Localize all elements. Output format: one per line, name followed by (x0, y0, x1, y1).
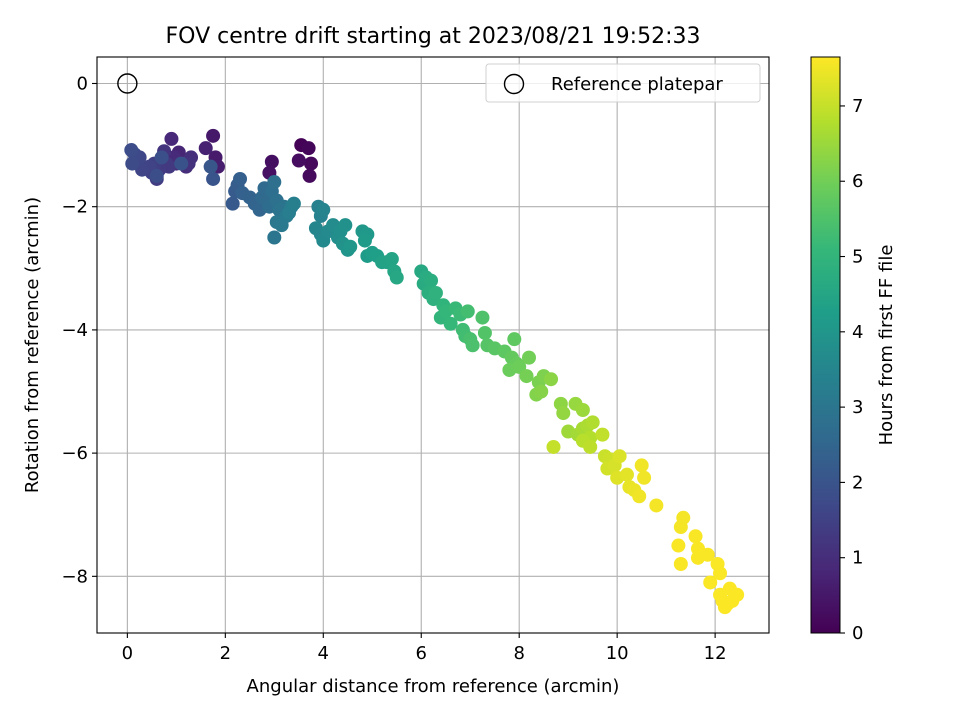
x-axis-label: Angular distance from reference (arcmin) (247, 676, 620, 697)
y-tick-label: −8 (61, 566, 88, 587)
scatter-point (477, 325, 492, 340)
scatter-point (198, 141, 213, 156)
scatter-point (301, 141, 316, 156)
scatter-point (384, 252, 399, 267)
x-tick-label: 10 (606, 643, 629, 664)
scatter-point (556, 406, 571, 421)
scatter-point (688, 529, 703, 544)
scatter-point (671, 538, 686, 553)
scatter-point (465, 338, 480, 353)
colorbar-tick-label: 5 (852, 247, 863, 268)
scatter-point (507, 332, 522, 347)
scatter-point (267, 175, 282, 190)
scatter-point (291, 153, 306, 168)
scatter-point (673, 557, 688, 572)
x-tick-label: 0 (122, 643, 133, 664)
scatter-point (267, 230, 282, 245)
scatter-point (164, 131, 179, 146)
y-tick-label: 0 (77, 73, 88, 94)
scatter-point (475, 310, 490, 325)
scatter-point (703, 575, 718, 590)
y-tick-label: −6 (61, 443, 88, 464)
colorbar-tick-label: 4 (852, 322, 863, 343)
scatter-points (124, 128, 745, 615)
scatter-point (619, 467, 634, 482)
x-axis-ticks: 0 2 4 6 8 10 12 (122, 633, 727, 664)
legend: Reference platepar (485, 63, 761, 103)
scatter-point (575, 402, 590, 417)
y-tick-label: −2 (61, 197, 88, 218)
scatter-point (206, 128, 221, 143)
scatter-point (125, 156, 140, 171)
scatter-point (637, 470, 652, 485)
scatter-point (124, 143, 139, 158)
scatter-point (522, 350, 536, 365)
y-tick-label: −4 (61, 320, 88, 341)
legend-box (485, 63, 761, 103)
scatter-point (302, 168, 317, 183)
scatter-point (316, 202, 331, 217)
scatter-point (428, 285, 443, 300)
scatter-point (203, 159, 218, 174)
x-tick-label: 6 (416, 643, 427, 664)
scatter-point (174, 156, 189, 171)
colorbar-tick-label: 7 (852, 96, 863, 117)
scatter-point (534, 384, 549, 399)
scatter-point (649, 498, 664, 513)
legend-marker-reference-platepar (503, 73, 525, 95)
scatter-point (634, 458, 649, 473)
scatter-point (612, 449, 627, 464)
legend-entry-reference-platepar: Reference platepar (551, 74, 723, 95)
scatter-point (225, 196, 240, 211)
reference-platepar-marker (117, 73, 138, 94)
scatter-point (583, 439, 598, 454)
scatter-point (730, 587, 745, 602)
plot-frame (96, 56, 770, 634)
colorbar-ticks: 0 1 2 3 4 5 6 7 (840, 96, 863, 644)
scatter-point (720, 597, 735, 612)
scatter-point (389, 270, 404, 285)
scatter-point (343, 239, 358, 254)
x-tick-label: 2 (220, 643, 231, 664)
scatter-point (544, 372, 559, 387)
colorbar-tick-label: 0 (852, 623, 863, 644)
scatter-point (632, 489, 647, 504)
colorbar-tick-label: 1 (852, 548, 863, 569)
x-tick-label: 12 (704, 643, 727, 664)
scatter-point (338, 218, 353, 233)
scatter-point (149, 168, 164, 183)
scatter-point (519, 369, 534, 384)
scatter-point (286, 196, 301, 211)
colorbar-label: Hours from first FF file (876, 245, 897, 446)
scatter-point (673, 520, 688, 535)
colorbar-tick-label: 6 (852, 171, 863, 192)
colorbar-tick-label: 2 (852, 472, 863, 493)
scatter-point (233, 171, 248, 186)
colorbar (810, 56, 841, 634)
scatter-point (595, 427, 610, 442)
scatter-point (585, 415, 600, 430)
scatter-point (304, 156, 319, 171)
x-tick-label: 4 (318, 643, 329, 664)
scatter-point (546, 439, 561, 454)
colorbar-tick-label: 3 (852, 397, 863, 418)
reference-point (117, 73, 138, 94)
scatter-point (460, 304, 475, 319)
scatter-point (424, 273, 439, 288)
chart-title: FOV centre drift starting at 2023/08/21 … (166, 24, 701, 49)
scatter-point (154, 150, 169, 165)
y-axis-label: Rotation from reference (arcmin) (22, 197, 43, 493)
scatter-point (264, 154, 279, 169)
x-tick-label: 8 (513, 643, 524, 664)
scatter-point (700, 547, 715, 562)
scatter-point (443, 316, 458, 331)
scatter-point (206, 171, 221, 186)
scatter-point (357, 233, 372, 248)
scatter-point (713, 566, 728, 581)
y-axis-ticks: 0 −2 −4 −6 −8 (61, 73, 97, 587)
grid-lines (97, 57, 769, 633)
